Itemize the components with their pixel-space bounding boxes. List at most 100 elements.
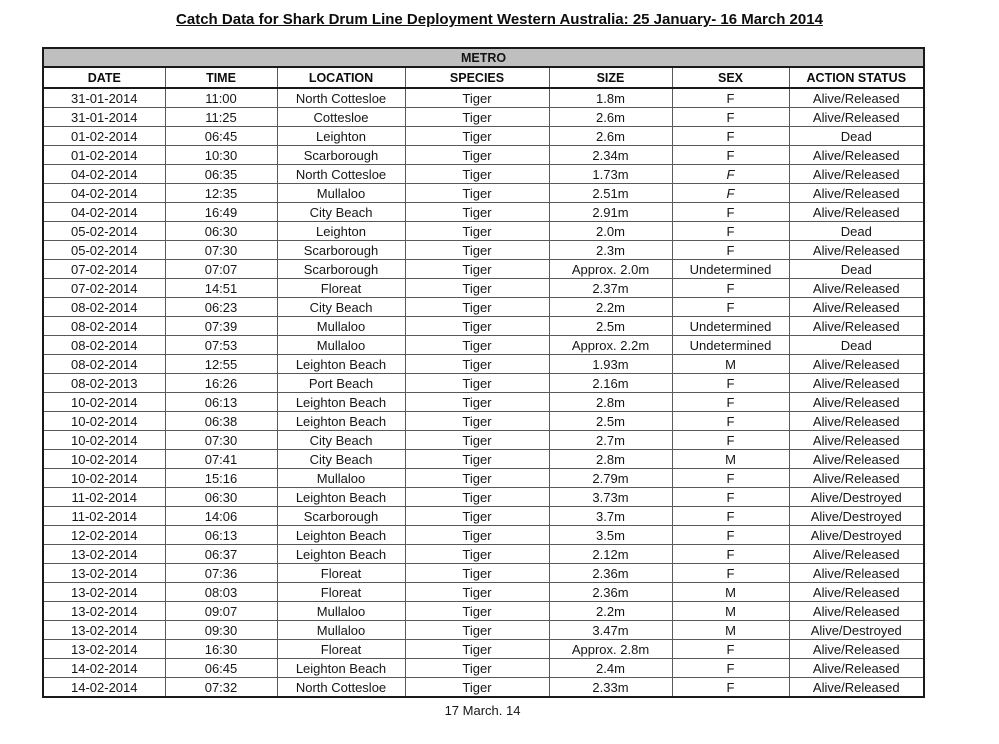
table-cell: Mullaloo: [276, 183, 406, 203]
table-cell: Approx. 2.0m: [548, 259, 673, 279]
table-cell: 2.36m: [548, 582, 673, 602]
table-cell: F: [671, 145, 790, 165]
table-cell: Tiger: [404, 468, 550, 488]
table-cell: Tiger: [404, 601, 550, 621]
table-row: 13-02-2014 07:36 Floreat Tiger 2.36m F Alive/R…: [42, 563, 925, 583]
table-cell: 07:53: [164, 335, 278, 355]
table-cell: Undetermined: [671, 316, 790, 336]
table-cell: 1.8m: [548, 87, 673, 108]
table-cell: 06:13: [164, 392, 278, 412]
table-cell: 05-02-2014: [42, 221, 166, 241]
table-cell: Floreat: [276, 639, 406, 659]
table-cell: 16:49: [164, 202, 278, 222]
table-cell: 31-01-2014: [42, 87, 166, 108]
table-cell: 09:30: [164, 620, 278, 640]
table-row: 08-02-2014 12:55 Leighton Beach Tiger 1.93m M…: [42, 354, 925, 374]
table-cell: 3.7m: [548, 506, 673, 526]
table-row: 04-02-2014 12:35 Mullaloo Tiger 2.51m F Alive/…: [42, 183, 925, 203]
table-cell: 09:07: [164, 601, 278, 621]
table-cell: 2.36m: [548, 563, 673, 583]
table-cell: 06:23: [164, 297, 278, 317]
table-cell: 07:39: [164, 316, 278, 336]
table-cell: F: [671, 297, 790, 317]
table-cell: 14-02-2014: [42, 658, 166, 678]
table-cell: M: [671, 449, 790, 469]
table-cell: 3.73m: [548, 487, 673, 507]
table-cell: 06:13: [164, 525, 278, 545]
table-cell: 06:45: [164, 658, 278, 678]
table-cell: Floreat: [276, 582, 406, 602]
table-cell: 13-02-2014: [42, 620, 166, 640]
table-cell: Alive/Released: [788, 582, 925, 602]
table-cell: 08-02-2014: [42, 354, 166, 374]
table-cell: 11-02-2014: [42, 506, 166, 526]
table-cell: Tiger: [404, 297, 550, 317]
table-cell: Tiger: [404, 259, 550, 279]
table-cell: 08-02-2013: [42, 373, 166, 393]
table-cell: Tiger: [404, 164, 550, 184]
table-cell: Dead: [788, 335, 925, 355]
table-row: 08-02-2014 07:53 Mullaloo Tiger Approx. 2.2m…: [42, 335, 925, 355]
table-cell: Tiger: [404, 316, 550, 336]
table-cell: Alive/Destroyed: [788, 620, 925, 640]
table-cell: F: [671, 87, 790, 108]
table-cell: 2.51m: [548, 183, 673, 203]
table-cell: Tiger: [404, 278, 550, 298]
table-cell: 3.5m: [548, 525, 673, 545]
table-row: 10-02-2014 15:16 Mullaloo Tiger 2.79m F Alive/…: [42, 468, 925, 488]
table-row: 10-02-2014 06:38 Leighton Beach Tiger 2.5m F A…: [42, 411, 925, 431]
table-cell: Alive/Released: [788, 278, 925, 298]
table-row: 07-02-2014 14:51 Floreat Tiger 2.37m F Alive/R…: [42, 278, 925, 298]
table-row: 11-02-2014 14:06 Scarborough Tiger 3.7m F Aliv…: [42, 506, 925, 526]
table-cell: F: [671, 544, 790, 564]
table-cell: Tiger: [404, 373, 550, 393]
column-header: ACTION STATUS: [788, 66, 925, 89]
table-cell: 08-02-2014: [42, 316, 166, 336]
table-cell: Alive/Released: [788, 202, 925, 222]
table-cell: F: [671, 164, 790, 184]
table-cell: 04-02-2014: [42, 202, 166, 222]
table-cell: Alive/Released: [788, 164, 925, 184]
table-cell: 07:36: [164, 563, 278, 583]
table-cell: 13-02-2014: [42, 544, 166, 564]
table-cell: 01-02-2014: [42, 145, 166, 165]
catch-data-table: METRO DATE TIME LOCATION SPECIES SIZE SEX ACTI…: [42, 47, 926, 698]
table-cell: 2.33m: [548, 677, 673, 698]
table-cell: Tiger: [404, 87, 550, 108]
table-cell: Undetermined: [671, 335, 790, 355]
table-cell: Scarborough: [276, 506, 406, 526]
table-cell: Alive/Released: [788, 183, 925, 203]
table-cell: Tiger: [404, 183, 550, 203]
table-cell: 12:35: [164, 183, 278, 203]
table-cell: Alive/Released: [788, 316, 925, 336]
table-cell: North Cottesloe: [276, 164, 406, 184]
table-cell: F: [671, 468, 790, 488]
table-cell: 2.8m: [548, 392, 673, 412]
table-cell: Tiger: [404, 392, 550, 412]
table-cell: Approx. 2.8m: [548, 639, 673, 659]
table-cell: 2.5m: [548, 411, 673, 431]
table-cell: 16:30: [164, 639, 278, 659]
table-cell: Leighton Beach: [276, 544, 406, 564]
table-cell: F: [671, 373, 790, 393]
table-cell: 1.93m: [548, 354, 673, 374]
table-cell: F: [671, 677, 790, 698]
table-cell: 14:06: [164, 506, 278, 526]
table-cell: Cottesloe: [276, 107, 406, 127]
table-cell: Tiger: [404, 658, 550, 678]
table-cell: 06:37: [164, 544, 278, 564]
table-cell: F: [671, 107, 790, 127]
table-cell: Alive/Released: [788, 677, 925, 698]
table-cell: 2.4m: [548, 658, 673, 678]
table-cell: Tiger: [404, 126, 550, 146]
table-row: 14-02-2014 06:45 Leighton Beach Tiger 2.4m F A…: [42, 658, 925, 678]
table-cell: Tiger: [404, 202, 550, 222]
table-cell: Alive/Released: [788, 411, 925, 431]
table-cell: F: [671, 639, 790, 659]
table-cell: Alive/Destroyed: [788, 525, 925, 545]
table-cell: 07:41: [164, 449, 278, 469]
table-cell: Alive/Released: [788, 544, 925, 564]
table-cell: 06:35: [164, 164, 278, 184]
table-cell: Mullaloo: [276, 468, 406, 488]
